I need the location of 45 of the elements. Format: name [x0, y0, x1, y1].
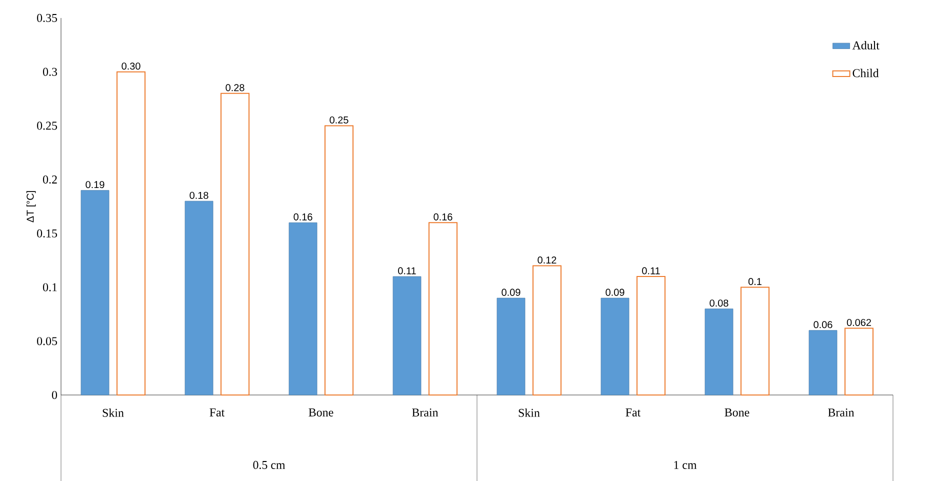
- data-label: 0.11: [642, 267, 660, 274]
- y-tick-label: 0.25: [37, 122, 58, 130]
- data-label: 0.16: [434, 213, 452, 220]
- y-tick-label: 0.3: [43, 68, 58, 76]
- data-label: 0.062: [846, 318, 871, 326]
- y-tick-label: 0: [52, 390, 58, 399]
- data-label: 0.16: [294, 213, 312, 220]
- bar: [496, 298, 526, 396]
- data-label: 0.09: [502, 288, 520, 296]
- data-label: 0.28: [226, 84, 244, 92]
- x-tick-label: Bone: [724, 408, 750, 416]
- text: 0.5 cm: [253, 460, 286, 469]
- legend-label: Child: [852, 68, 879, 78]
- x-tick-label: Brain: [828, 408, 854, 416]
- bar: [392, 276, 422, 396]
- bar: [184, 200, 214, 396]
- y-tick-label: 0.35: [37, 14, 58, 22]
- bar: [704, 308, 734, 396]
- data-label: 0.1: [748, 278, 762, 285]
- x-tick-label: Skin: [102, 408, 124, 417]
- data-label: 0.12: [538, 256, 556, 264]
- data-label: 0.06: [814, 321, 832, 328]
- data-label: 0.11: [398, 267, 416, 274]
- data-label: 0.19: [86, 180, 104, 188]
- x-tick-label: Fat: [210, 408, 225, 416]
- data-label: 0.09: [606, 288, 624, 296]
- bar: [600, 298, 630, 396]
- x-tick-label: Fat: [626, 408, 641, 416]
- y-tick-label: 0.1: [43, 283, 57, 292]
- data-label: 0.18: [190, 192, 208, 199]
- data-label: 0.08: [710, 299, 728, 307]
- legend-label: Adult: [852, 40, 880, 50]
- y-tick-label: 0.2: [43, 175, 57, 184]
- y-tick-label: 0.15: [37, 229, 58, 238]
- bar: [288, 222, 318, 396]
- data-label: 0.25: [330, 116, 348, 124]
- bar: [80, 190, 110, 396]
- data-label: 0.30: [122, 62, 140, 70]
- x-tick-label: Skin: [518, 408, 540, 417]
- text: 1 cm: [674, 460, 697, 469]
- x-tick-label: Brain: [412, 408, 438, 416]
- x-tick-label: Bone: [308, 408, 334, 416]
- bar: [808, 330, 838, 396]
- y-tick-label: 0.05: [37, 336, 58, 346]
- y-axis-title: ΔT [°C]: [26, 191, 36, 222]
